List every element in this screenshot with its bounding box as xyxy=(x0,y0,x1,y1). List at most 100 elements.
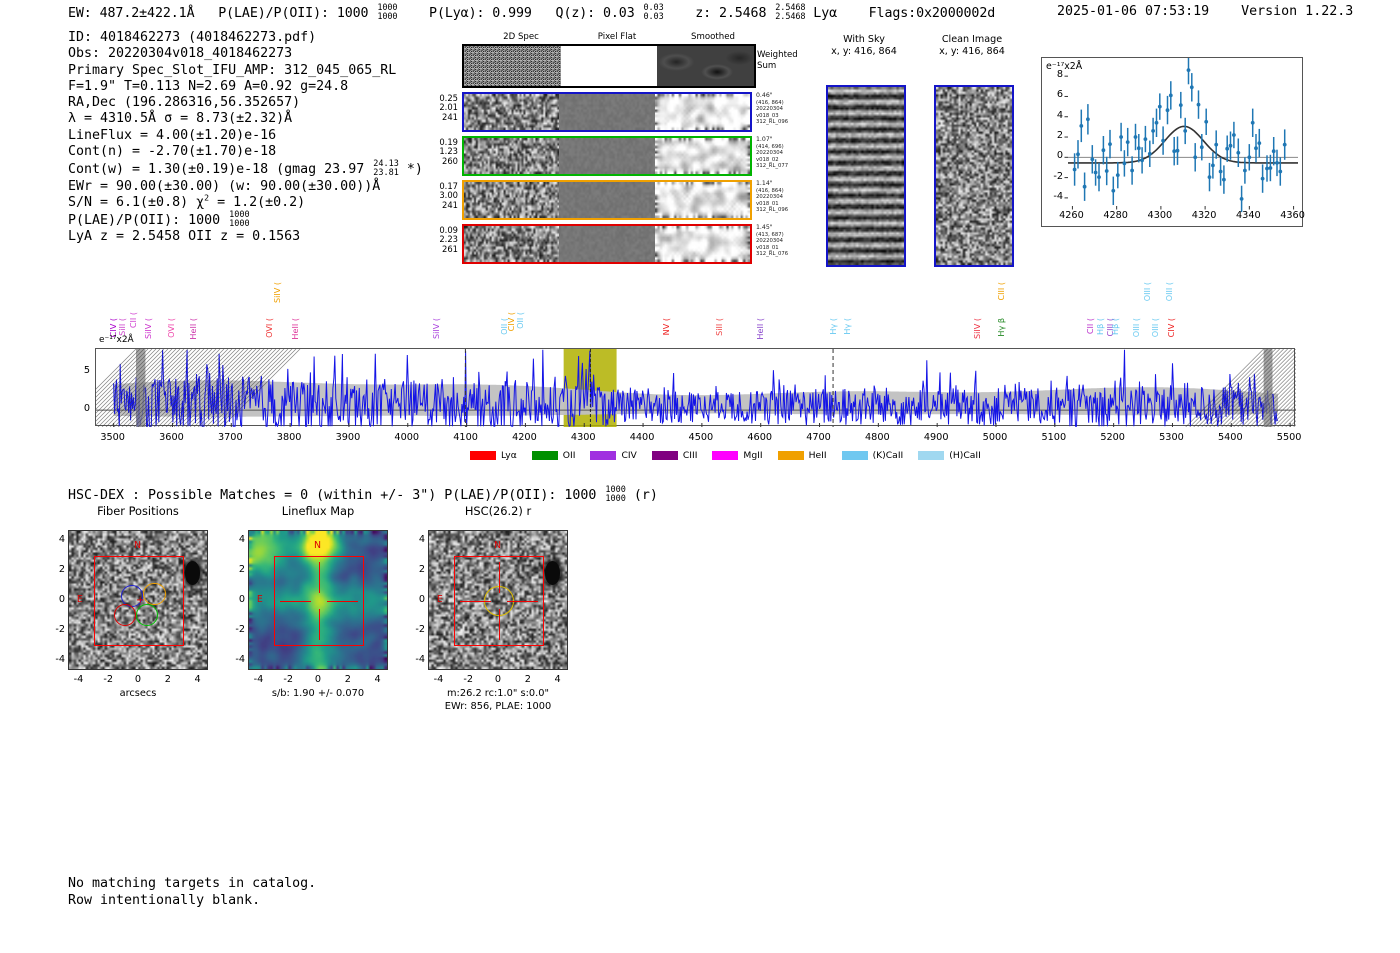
image-xtick: 4 xyxy=(194,674,201,685)
spectrum-xtick: 5000 xyxy=(982,432,1008,443)
exposure-stats: 0.17 3.00 241 xyxy=(424,181,458,210)
exposure-stat-value: 2.23 xyxy=(439,234,458,245)
exposure-meta: 1.14" (416, 864) 20220304 v018_01 312_RL_096 xyxy=(756,180,812,214)
image-panel-caption: EWr: 856, PLAE: 1000 xyxy=(444,701,552,712)
spectrum-xtick: 3900 xyxy=(335,432,361,443)
legend-label: CIV xyxy=(621,450,637,461)
spectrum-xtick: 4800 xyxy=(865,432,890,443)
fit-ytick: 8 xyxy=(1056,69,1063,81)
exposure-strip xyxy=(462,136,752,176)
emission-line-label: Hγ ( xyxy=(841,318,852,335)
flags-value: Flags:0x2000002d xyxy=(868,5,996,21)
fit-plot-canvas xyxy=(1064,58,1298,213)
exposure-meta-line: v018_03 xyxy=(756,112,779,119)
fit-xtick: 4260 xyxy=(1059,210,1084,221)
exposure-meta-line: v018_01 xyxy=(756,200,779,207)
spectrum-xtick: 4700 xyxy=(806,432,831,443)
cutout-title: With Sky xyxy=(843,34,885,45)
exposure-2dspec xyxy=(464,226,560,262)
emission-line-label: CIV ( xyxy=(1166,318,1177,338)
exposure-pixelflat xyxy=(559,94,655,130)
exposure-meta-line: v018_02 xyxy=(756,156,779,163)
exposure-meta-line: v018_01 xyxy=(756,244,779,251)
legend-label: (H)CaII xyxy=(949,450,981,461)
qz-label: Q(z): xyxy=(555,5,596,21)
spectrum-xtick: 3700 xyxy=(217,432,243,443)
footer-notes: No matching targets in catalog. Row inte… xyxy=(68,875,316,909)
emission-line-label: OVI ( xyxy=(166,318,177,338)
exposure-smoothed xyxy=(654,182,750,218)
aperture-box xyxy=(94,556,184,646)
spectrum-xtick: 4900 xyxy=(923,432,949,443)
image-ytick: -4 xyxy=(55,653,65,665)
image-panel-caption: s/b: 1.90 +/- 0.070 xyxy=(271,688,365,699)
spectrum-xtick: 5500 xyxy=(1276,432,1302,443)
z-species: Lyα xyxy=(813,5,838,21)
compass-east: E xyxy=(76,594,83,605)
spectrum-legend: Lyα OII CIV CIII MgII HeII (K)CaII (H)CaII xyxy=(470,450,981,461)
line-fit-plot: e⁻¹⁷x2Å xyxy=(1041,57,1303,227)
image-xtick: 2 xyxy=(164,674,171,685)
legend-item: Lyα xyxy=(470,450,517,461)
emission-line-label: SiIV ( xyxy=(972,318,983,340)
exposure-meta-line: 312_RL_077 xyxy=(756,163,789,170)
compass-east: E xyxy=(436,594,443,605)
crosshair-arm xyxy=(460,600,491,602)
exposure-smoothed xyxy=(654,94,750,130)
legend-swatch xyxy=(777,451,804,460)
image-xtick: -2 xyxy=(463,674,474,685)
exposure-stat-value: 0.09 xyxy=(439,225,458,235)
legend-item: CIV xyxy=(590,450,637,461)
exposure-stat-value: 0.19 xyxy=(439,137,458,147)
exposure-stats: 0.19 1.23 260 xyxy=(424,137,458,166)
exposure-stat-value: 241 xyxy=(442,111,458,122)
image-xtick: 0 xyxy=(494,674,502,685)
col-header-smoothed: Smoothed xyxy=(691,32,735,42)
legend-item: CIII xyxy=(651,450,697,461)
exposure-stat-value: 3.00 xyxy=(439,190,458,201)
exposure-2dspec xyxy=(464,138,560,174)
legend-item: HeII xyxy=(777,450,827,461)
cutout-coords: x, y: 416, 864 xyxy=(939,45,1005,57)
image-xtick: 4 xyxy=(554,674,561,685)
image-panel-title: Lineflux Map xyxy=(281,504,355,518)
image-xtick: 2 xyxy=(344,674,351,685)
qz-value: 0.03 xyxy=(602,5,635,21)
image-ytick: 2 xyxy=(238,564,245,576)
fiber-circle xyxy=(143,583,166,606)
exposure-strip xyxy=(462,180,752,220)
legend-swatch xyxy=(651,451,678,460)
spectrum-xtick: 4600 xyxy=(747,432,773,443)
spectrum-xtick: 3600 xyxy=(159,432,184,443)
spectrum-xtick: 3500 xyxy=(100,432,125,443)
col-header-2dspec: 2D Spec xyxy=(503,32,539,42)
emission-line-label: OIII ( xyxy=(1141,282,1152,302)
spectrum-xtick: 3800 xyxy=(276,432,302,443)
emission-line-label: HeII ( xyxy=(290,318,300,340)
exposure-meta-line: 1.45" xyxy=(756,224,773,231)
legend-swatch xyxy=(712,451,739,460)
fit-ytick: -4 xyxy=(1053,190,1063,202)
spectrum-xtick: 5400 xyxy=(1217,432,1243,443)
exposure-meta-line: 20220304 xyxy=(756,194,783,201)
image-panel-canvas: + xyxy=(68,530,208,670)
exposure-stat-value: 260 xyxy=(442,155,458,166)
id-line: ID: 4018462273 (4018462273.pdf) xyxy=(68,30,317,45)
gmag-range: 24.13 23.81 xyxy=(373,159,399,179)
emission-line-label: NV ( xyxy=(660,318,671,336)
legend-label: HeII xyxy=(808,450,827,461)
fit-ytick: 6 xyxy=(1056,89,1063,101)
clean-image xyxy=(934,85,1014,267)
sn-chi2-line: S/N = 6.1(±0.8) χ2 = 1.2(±0.2) xyxy=(68,192,306,210)
footer-line-2: Row intentionally blank. xyxy=(68,893,261,908)
spectrum-canvas xyxy=(96,349,1296,427)
exposure-meta-line: 312_RL_076 xyxy=(756,251,789,258)
cutout-coords: x, y: 416, 864 xyxy=(831,45,897,57)
exposure-smoothed xyxy=(654,226,750,262)
emission-line-label: OIII ( xyxy=(1131,318,1142,338)
footer-line-1: No matching targets in catalog. xyxy=(68,876,317,891)
col-header-pixelflat: Pixel Flat xyxy=(597,32,637,42)
fiber-circle xyxy=(113,603,136,627)
spectrum-xtick: 4300 xyxy=(570,432,596,443)
plya-label: P(Lyα): xyxy=(429,5,485,21)
